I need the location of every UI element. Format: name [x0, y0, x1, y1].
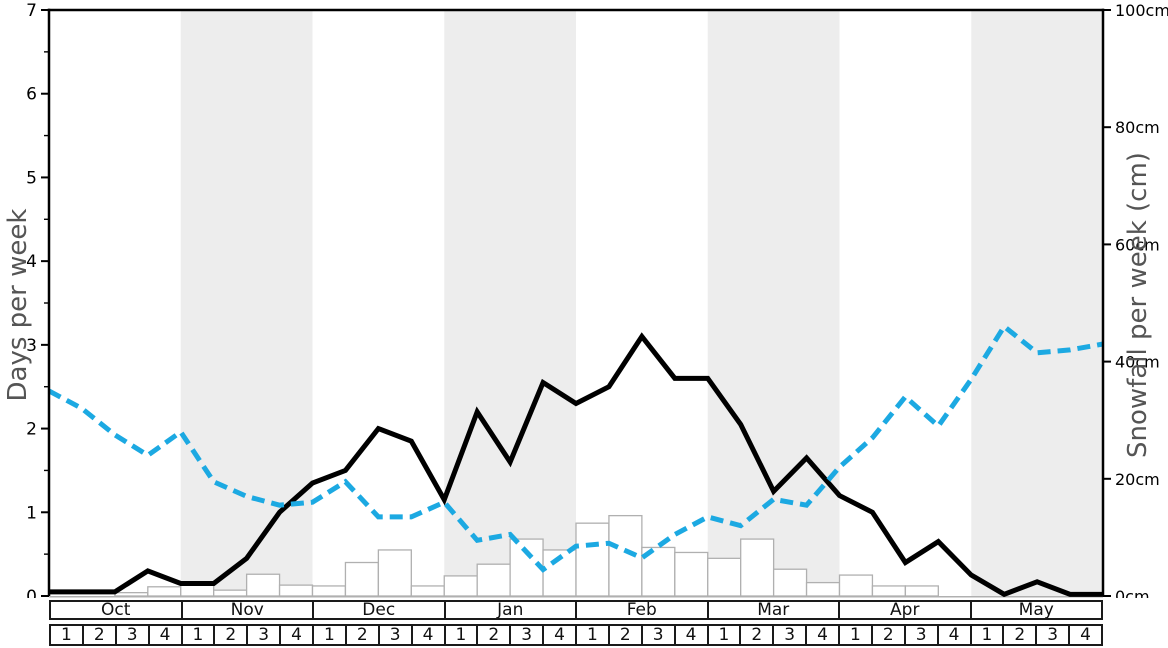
week-number-nov-1: 1	[180, 626, 214, 644]
month-label-may: May	[969, 602, 1102, 618]
week-number-jan-3: 3	[509, 626, 542, 644]
week-number-mar-4: 4	[805, 626, 838, 644]
month-label-oct: Oct	[101, 602, 131, 618]
week-number-dec-1: 1	[312, 626, 345, 644]
weekly-snow-bar	[740, 538, 775, 597]
week-number-nov-3: 3	[246, 626, 279, 644]
week-number-mar-3: 3	[772, 626, 805, 644]
weekly-snow-bar	[838, 574, 874, 597]
weekly-snow-bar	[707, 557, 742, 597]
week-number-jan-1: 1	[443, 626, 477, 644]
week-number-apr-4: 4	[936, 626, 970, 644]
snowfall-per-week-line	[47, 322, 1104, 573]
left-axis-tick-label: 6	[26, 85, 37, 105]
week-number-mar-2: 2	[739, 626, 772, 644]
month-label-dec: Dec	[312, 602, 444, 618]
chart-plot-area: 0 1 2 3 4 5 6 7 0cm 20cm 40cm 60cm 80cm 100cm	[26, 1, 1168, 607]
week-number-oct-2: 2	[81, 626, 115, 644]
weekly-snow-bar	[311, 585, 347, 597]
days-per-week-line	[49, 332, 1103, 598]
week-number-jan-2: 2	[476, 626, 509, 644]
week-number-may-2: 2	[1002, 626, 1035, 644]
week-number-dec-3: 3	[377, 626, 411, 644]
weekly-snow-bar	[476, 563, 511, 597]
week-number-apr-1: 1	[838, 626, 871, 644]
weekly-snow-bar	[410, 585, 445, 597]
week-number-oct-1: 1	[61, 626, 72, 644]
week-number-oct-3: 3	[114, 626, 148, 644]
weekly-snow-bar	[213, 589, 248, 597]
weekly-snow-bar	[180, 583, 215, 597]
week-number-feb-3: 3	[640, 626, 674, 644]
weekly-snow-bar	[904, 585, 939, 597]
weekly-snow-bar	[344, 561, 380, 597]
week-number-feb-4: 4	[673, 626, 707, 644]
month-label-feb: Feb	[575, 602, 707, 618]
weekly-snow-bar	[245, 573, 281, 597]
weekly-snow-bar	[674, 551, 709, 597]
month-labels-row: Oct Nov Dec Jan Feb Mar Apr May	[49, 600, 1103, 620]
shaded-month-band	[707, 10, 840, 596]
weekly-snow-bar	[608, 514, 643, 597]
week-number-feb-1: 1	[575, 626, 608, 644]
weekly-snow-bar	[114, 592, 149, 597]
week-number-apr-2: 2	[870, 626, 904, 644]
left-axis-tick-label: 3	[26, 336, 37, 356]
month-label-mar: Mar	[706, 602, 839, 618]
weekly-snow-bar	[278, 584, 314, 597]
shaded-month-band	[971, 10, 1103, 596]
left-axis-tick-label: 1	[26, 503, 37, 523]
week-number-jan-4: 4	[542, 626, 575, 644]
left-axis-tick-label: 7	[26, 1, 37, 21]
right-axis-tick-label: 80cm	[1115, 118, 1160, 137]
weekly-snow-bar	[805, 581, 841, 597]
week-number-dec-4: 4	[410, 626, 444, 644]
month-label-nov: Nov	[180, 602, 313, 618]
shaded-month-band	[180, 10, 313, 596]
week-number-apr-3: 3	[903, 626, 937, 644]
week-number-mar-1: 1	[706, 626, 740, 644]
right-axis-tick-label: 100cm	[1115, 1, 1168, 20]
left-axis-tick-label: 0	[26, 587, 37, 598]
week-number-nov-2: 2	[213, 626, 246, 644]
weekly-snow-bar	[377, 549, 412, 597]
right-axis-tick-label: 0cm	[1115, 587, 1150, 598]
weekly-snow-bar	[772, 568, 808, 597]
week-number-may-1: 1	[969, 626, 1003, 644]
left-axis-tick-label: 2	[26, 420, 37, 440]
month-label-apr: Apr	[838, 602, 970, 618]
left-axis-tick-label: 5	[26, 168, 37, 188]
right-axis-tick-label: 20cm	[1115, 470, 1160, 489]
weekly-snow-bar	[443, 575, 478, 597]
shaded-month-band	[444, 10, 576, 596]
week-number-may-4: 4	[1068, 626, 1101, 644]
week-number-dec-2: 2	[344, 626, 378, 644]
left-axis-tick-label: 4	[26, 252, 37, 272]
weekly-snow-bar	[575, 522, 610, 597]
month-label-jan: Jan	[443, 602, 576, 618]
week-number-oct-4: 4	[147, 626, 181, 644]
week-number-may-3: 3	[1035, 626, 1068, 644]
week-number-feb-2: 2	[607, 626, 641, 644]
weekly-snow-bar	[147, 586, 182, 597]
right-axis-tick-label: 60cm	[1115, 235, 1160, 254]
right-axis-tick-label: 40cm	[1115, 353, 1160, 372]
weekly-snow-bar	[871, 585, 907, 597]
week-number-nov-4: 4	[279, 626, 312, 644]
